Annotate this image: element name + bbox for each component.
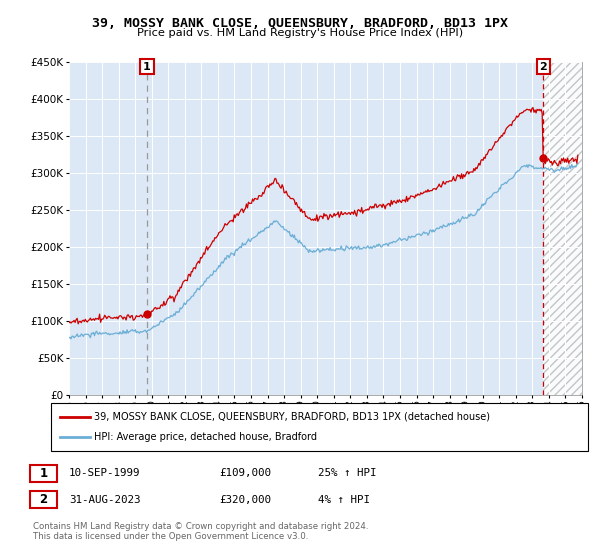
Text: 10-SEP-1999: 10-SEP-1999	[69, 468, 140, 478]
Text: 1: 1	[143, 62, 151, 72]
Text: £109,000: £109,000	[219, 468, 271, 478]
Text: 39, MOSSY BANK CLOSE, QUEENSBURY, BRADFORD, BD13 1PX (detached house): 39, MOSSY BANK CLOSE, QUEENSBURY, BRADFO…	[94, 412, 490, 422]
Text: 2: 2	[539, 62, 547, 72]
Text: Price paid vs. HM Land Registry's House Price Index (HPI): Price paid vs. HM Land Registry's House …	[137, 28, 463, 38]
Text: 4% ↑ HPI: 4% ↑ HPI	[318, 494, 370, 505]
Text: 25% ↑ HPI: 25% ↑ HPI	[318, 468, 377, 478]
Text: £320,000: £320,000	[219, 494, 271, 505]
Text: 2: 2	[40, 493, 47, 506]
Text: Contains HM Land Registry data © Crown copyright and database right 2024.
This d: Contains HM Land Registry data © Crown c…	[33, 522, 368, 542]
Text: 39, MOSSY BANK CLOSE, QUEENSBURY, BRADFORD, BD13 1PX: 39, MOSSY BANK CLOSE, QUEENSBURY, BRADFO…	[92, 17, 508, 30]
Text: HPI: Average price, detached house, Bradford: HPI: Average price, detached house, Brad…	[94, 432, 317, 442]
Text: 1: 1	[40, 466, 47, 480]
Text: 31-AUG-2023: 31-AUG-2023	[69, 494, 140, 505]
